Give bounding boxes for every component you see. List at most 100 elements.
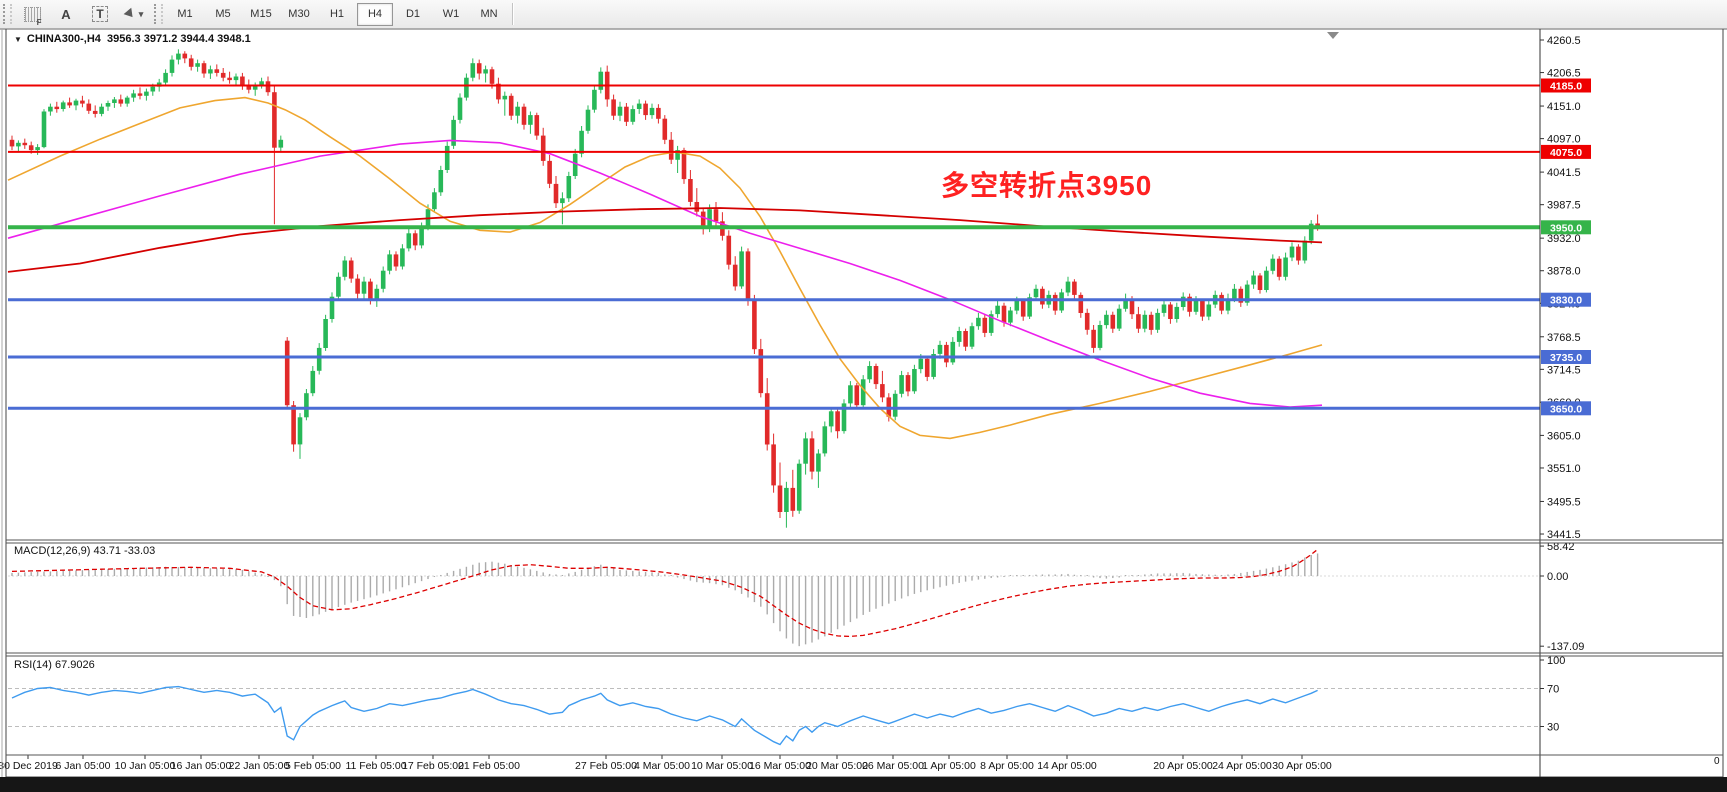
- candle-up: [1161, 299, 1167, 317]
- price-tick-label: 4151.0: [1547, 101, 1581, 113]
- candle-up: [956, 326, 962, 347]
- macd-histogram: [11, 553, 1319, 647]
- candle-down: [92, 105, 98, 118]
- level-price-badge: [1541, 350, 1591, 364]
- timeframe-button-m5[interactable]: M5: [215, 8, 231, 20]
- price-axis[interactable]: 4260.5 4206.5 4151.0 4097.0 4041.5 3987.5 3932…: [1540, 35, 1591, 734]
- candle-up: [400, 244, 405, 270]
- symbol-dropdown-icon[interactable]: ▼: [14, 35, 22, 44]
- candle-up: [931, 349, 936, 380]
- text-box-icon: T: [92, 6, 108, 22]
- date-tick-label: 26 Mar 05:00: [862, 760, 924, 772]
- chart-shift-marker[interactable]: [1327, 32, 1339, 39]
- text-box-tool-button[interactable]: T: [84, 2, 116, 26]
- candle-up: [592, 85, 597, 113]
- price-tick-label: 3551.0: [1547, 463, 1581, 475]
- level-price-badge-label: 4185.0: [1550, 81, 1582, 93]
- price-tick-label: 3932.0: [1547, 233, 1581, 245]
- date-tick-label: 16 Jan 05:00: [171, 760, 232, 772]
- candle-up: [988, 310, 994, 336]
- candle-up: [444, 141, 450, 173]
- timeframe-button-h4[interactable]: H4: [357, 2, 393, 26]
- timeframe-button-mn[interactable]: MN: [480, 8, 498, 20]
- candle-down: [963, 328, 968, 351]
- candle-up: [796, 459, 802, 514]
- date-tick-label: 6 Jan 05:00: [56, 760, 111, 772]
- candle-up: [630, 105, 636, 125]
- timeframe-button-h1[interactable]: H1: [329, 8, 345, 20]
- timeframe-button-m1[interactable]: M1: [177, 8, 193, 20]
- ma-magenta-line: [7, 139, 1323, 408]
- toolbar-drag-handle[interactable]: [3, 4, 12, 24]
- date-tick-label: 10 Mar 05:00: [691, 760, 753, 772]
- candle-down: [214, 64, 220, 77]
- candle-up: [208, 65, 213, 79]
- date-tick-label: 10 Jan 05:00: [115, 760, 176, 772]
- candle-down: [1219, 292, 1224, 315]
- chart-title: ▼ CHINA300-,H4 3956.3 3971.2 3944.4 3948.…: [14, 33, 251, 45]
- candle-down: [534, 112, 540, 140]
- candle-down: [182, 51, 188, 64]
- candle-down: [1110, 311, 1116, 333]
- macd-signal-line: [11, 548, 1319, 638]
- candle-down: [835, 408, 840, 439]
- cursor-tool-button[interactable]: ▾: [118, 2, 150, 26]
- candle-up: [457, 93, 463, 124]
- text-annotate-tool-button[interactable]: A: [50, 2, 82, 26]
- candle-down: [220, 68, 226, 82]
- candle-down: [790, 469, 796, 517]
- candle-down: [809, 431, 815, 480]
- candle-up: [867, 361, 872, 383]
- candle-down: [86, 99, 92, 114]
- candle-down: [1200, 298, 1205, 321]
- candle-up: [105, 100, 111, 111]
- candle-up: [1008, 306, 1013, 327]
- chevron-down-icon: ▾: [138, 8, 144, 19]
- candle-up: [16, 140, 21, 152]
- candle-down: [1052, 292, 1058, 315]
- candle-up: [374, 284, 380, 307]
- date-tick-label: 30 Apr 05:00: [1272, 760, 1332, 772]
- date-tick-label: 17 Feb 05:00: [402, 760, 464, 772]
- date-tick-label: 21 Feb 05:00: [458, 760, 520, 772]
- candle-down: [1040, 286, 1045, 309]
- level-price-badge: [1541, 144, 1591, 159]
- candle-up: [329, 292, 335, 323]
- level-price-badge-label: 3830.0: [1550, 295, 1582, 307]
- macd-panel-area[interactable]: [8, 544, 1540, 652]
- candle-up: [598, 67, 604, 94]
- candle-down: [1168, 302, 1173, 324]
- candle-up: [483, 65, 488, 83]
- candle-up: [163, 69, 168, 86]
- candle-up: [528, 111, 533, 134]
- candle-up: [1270, 254, 1276, 275]
- grid-tool-button[interactable]: F: [16, 2, 48, 27]
- candle-up: [803, 432, 808, 475]
- candle-down: [944, 341, 949, 368]
- candle-down: [694, 188, 700, 217]
- candle-up: [892, 390, 898, 421]
- candle-down: [1072, 279, 1077, 300]
- candle-up: [1065, 276, 1071, 297]
- candle-up: [515, 101, 520, 124]
- main-chart-area[interactable]: [8, 30, 1540, 538]
- timeframe-button-m30[interactable]: M30: [288, 8, 310, 20]
- level-price-badge-label: 3735.0: [1550, 352, 1582, 364]
- timeframe-button-m15[interactable]: M15: [250, 8, 272, 20]
- candle-up: [1206, 299, 1212, 321]
- candle-down: [355, 274, 360, 299]
- rsi-panel-area[interactable]: [8, 657, 1540, 754]
- candle-up: [336, 272, 341, 300]
- timeframe-button-d1[interactable]: D1: [405, 8, 421, 20]
- timeframe-button-w1[interactable]: W1: [442, 8, 460, 20]
- corner-zero-label: 0: [1714, 756, 1720, 767]
- candle-down: [1020, 298, 1026, 321]
- ma-red-line: [7, 207, 1323, 273]
- candle-up: [1264, 266, 1269, 293]
- candle-up: [41, 109, 47, 149]
- candle-down: [137, 87, 143, 100]
- chart-annotation-text[interactable]: 多空转折点3950: [941, 170, 1153, 201]
- timeframe-drag-handle[interactable]: [154, 4, 163, 24]
